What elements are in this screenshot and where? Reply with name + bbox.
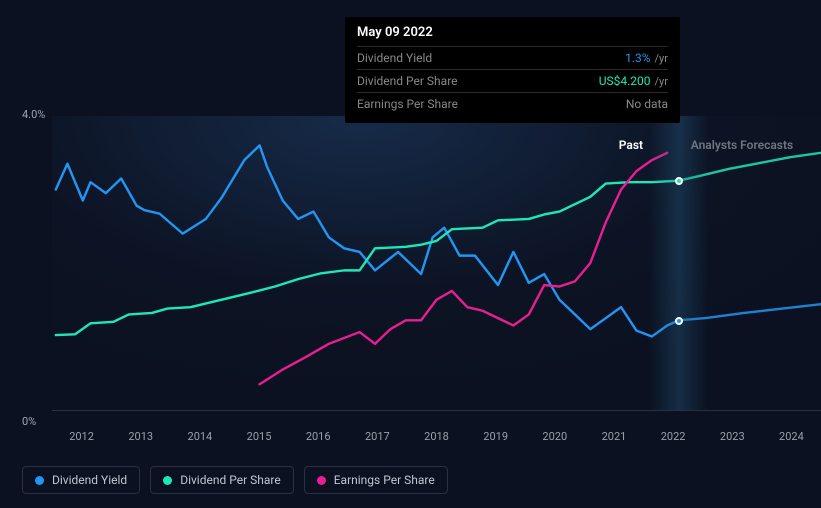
series-line-dividend_per_share-forecast bbox=[679, 153, 821, 181]
line-chart-svg bbox=[52, 116, 821, 410]
tooltip-row-label: Dividend Yield bbox=[357, 51, 432, 65]
y-axis-min: 0% bbox=[22, 415, 36, 428]
tooltip-row: Dividend Yield 1.3%/yr bbox=[357, 46, 668, 69]
chart-tooltip: May 09 2022 Dividend Yield1.3%/yrDividen… bbox=[345, 17, 680, 123]
tooltip-row: Earnings Per Share No data bbox=[357, 92, 668, 115]
series-line-dividend_yield-forecast bbox=[679, 304, 821, 320]
tooltip-row-value: No data bbox=[626, 97, 668, 111]
y-axis-max: 4.0% bbox=[22, 108, 45, 121]
x-tick: 2023 bbox=[720, 430, 745, 443]
plot-area[interactable]: Past Analysts Forecasts bbox=[52, 116, 821, 411]
chart-area: 4.0% 0% Past Analysts Forecasts bbox=[22, 108, 821, 428]
legend-dot-icon bbox=[35, 476, 44, 485]
x-tick: 2012 bbox=[69, 430, 94, 443]
x-axis: 2012 2013 2014 2015 2016 2017 2018 2019 2020 2021… bbox=[52, 430, 821, 450]
x-tick: 2013 bbox=[128, 430, 153, 443]
legend-label: Dividend Yield bbox=[52, 473, 127, 487]
x-tick: 2014 bbox=[188, 430, 213, 443]
tooltip-row: Dividend Per Share US$4.200/yr bbox=[357, 69, 668, 92]
x-tick: 2018 bbox=[424, 430, 449, 443]
series-line-dividend_per_share bbox=[56, 181, 679, 335]
tooltip-date: May 09 2022 bbox=[357, 25, 668, 46]
x-tick: 2019 bbox=[483, 430, 508, 443]
x-tick: 2015 bbox=[247, 430, 272, 443]
x-tick: 2024 bbox=[779, 430, 804, 443]
tooltip-row-value: 1.3%/yr bbox=[625, 51, 668, 65]
series-marker-dividend_per_share bbox=[675, 177, 683, 185]
x-tick: 2016 bbox=[306, 430, 331, 443]
legend-item-dividend_per_share[interactable]: Dividend Per Share bbox=[150, 466, 294, 494]
legend: Dividend Yield Dividend Per Share Earnings… bbox=[22, 466, 448, 494]
tooltip-row-label: Dividend Per Share bbox=[357, 74, 458, 88]
series-line-dividend_yield bbox=[56, 145, 679, 336]
legend-item-dividend_yield[interactable]: Dividend Yield bbox=[22, 466, 140, 494]
legend-dot-icon bbox=[163, 476, 172, 485]
x-tick: 2021 bbox=[602, 430, 627, 443]
series-line-earnings_per_share bbox=[260, 153, 668, 385]
tooltip-row-value: US$4.200/yr bbox=[599, 74, 668, 88]
tooltip-row-label: Earnings Per Share bbox=[357, 97, 458, 111]
region-label-past: Past bbox=[619, 138, 643, 152]
legend-label: Dividend Per Share bbox=[180, 473, 281, 487]
x-tick: 2017 bbox=[365, 430, 390, 443]
series-marker-dividend_yield bbox=[675, 317, 683, 325]
legend-item-earnings_per_share[interactable]: Earnings Per Share bbox=[304, 466, 448, 494]
x-tick: 2022 bbox=[661, 430, 686, 443]
legend-dot-icon bbox=[317, 476, 326, 485]
legend-label: Earnings Per Share bbox=[334, 473, 435, 487]
x-tick: 2020 bbox=[542, 430, 567, 443]
region-label-future: Analysts Forecasts bbox=[691, 138, 793, 152]
